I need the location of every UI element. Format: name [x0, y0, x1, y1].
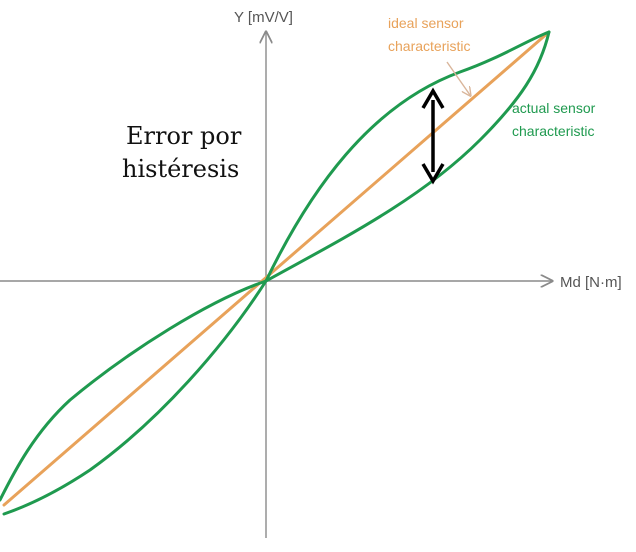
actual-characteristic-upper-curve — [2, 30, 551, 516]
ideal-label-pointer — [446, 61, 470, 95]
x-axis-label: Md [N·m] — [560, 274, 622, 291]
ideal-label-line1: ideal sensor — [388, 15, 464, 31]
actual-label-line2: characteristic — [512, 123, 594, 139]
actual-characteristic-lower-curve — [0, 30, 551, 502]
hysteresis-title-line1: Error por — [126, 122, 242, 150]
hysteresis-error-arrow — [421, 87, 445, 185]
ideal-label-line2: characteristic — [388, 38, 470, 54]
y-axis-label: Y [mV/V] — [234, 9, 293, 26]
hysteresis-title-line2: histéresis — [122, 155, 239, 183]
ideal-characteristic-line — [2, 30, 551, 507]
actual-label-line1: actual sensor — [512, 100, 596, 116]
